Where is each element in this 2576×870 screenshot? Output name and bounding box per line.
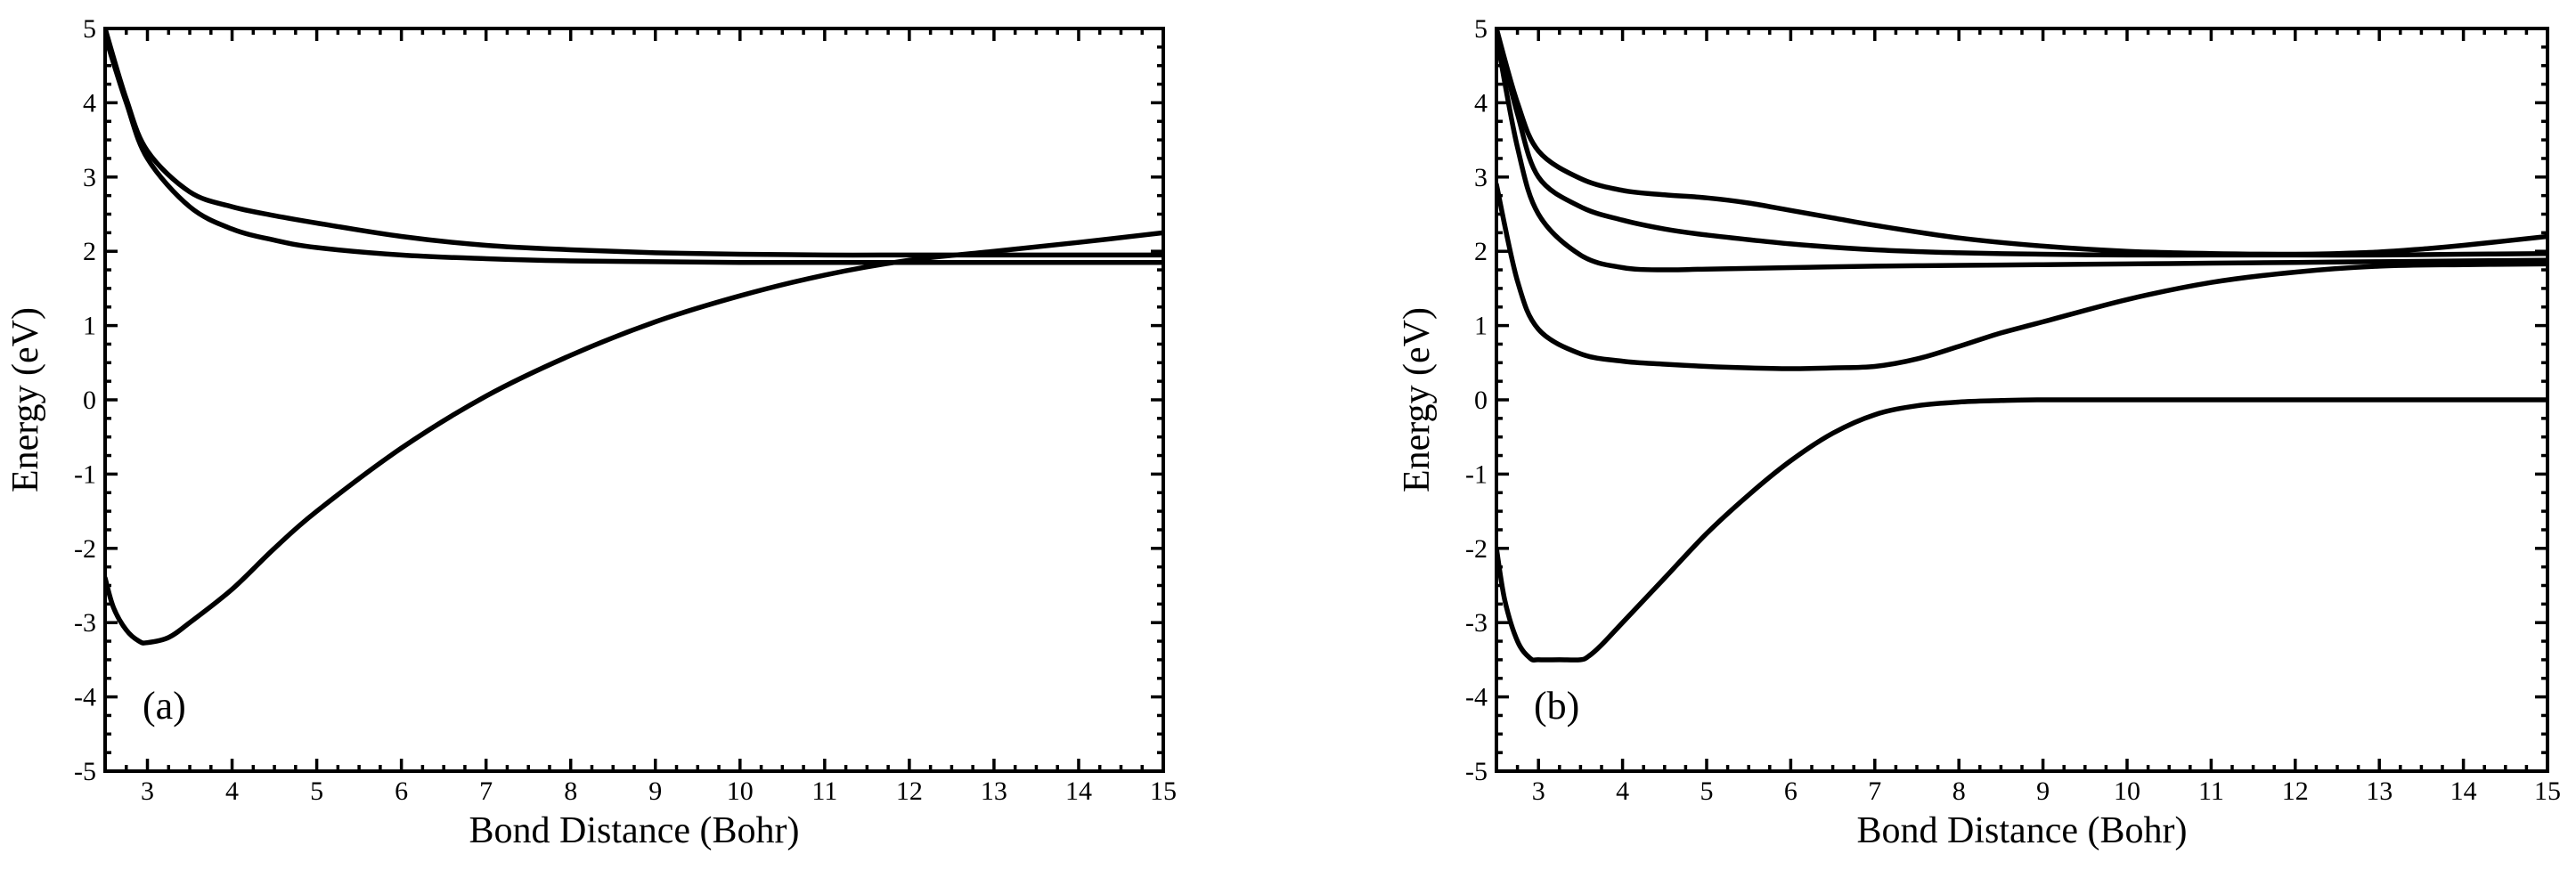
x-tick-label: 11 [811,776,837,806]
x-tick-label: 14 [2450,776,2477,806]
series-line-curve-5 [1496,28,2547,257]
y-axis-label: Energy (eV) [1397,307,1438,492]
x-tick-label: 14 [1065,776,1092,806]
panel-a: 3 4 5 6 7 8 9 10 11 12 13 14 15-5-4-3-2-1012345Bond … [5,14,1177,851]
plot-frame [1495,27,2549,773]
panel-label: (b) [1534,684,1579,728]
x-tick-label: 13 [981,776,1007,806]
series-line-curve-4 [1496,28,2547,258]
series-line-curve-2 [105,33,1163,265]
y-tick-label: -4 [74,683,96,712]
x-tick-label: 6 [1784,776,1797,806]
x-tick-label: 4 [225,776,239,806]
y-tick-label: 0 [1474,386,1488,415]
x-tick-label: 10 [2114,776,2140,806]
series-line-curve-1 [1496,397,2547,663]
y-tick-label: -2 [74,534,96,564]
plot-area [1496,28,2547,663]
plot-frame [103,27,1165,773]
x-tick-label: 7 [1868,776,1881,806]
plot-area [105,28,1163,646]
y-tick-label: 4 [1474,88,1488,118]
y-tick-label: 1 [83,312,96,341]
y-tick-label: -2 [1465,534,1488,564]
x-tick-label: 9 [2036,776,2050,806]
y-tick-label: -1 [1465,459,1488,489]
y-tick-label: -5 [74,757,96,786]
y-tick-label: 2 [1474,237,1488,266]
x-tick-label: 15 [2534,776,2561,806]
y-tick-label: 3 [83,163,96,192]
x-axis-label: Bond Distance (Bohr) [1857,810,2188,851]
x-tick-label: 7 [479,776,493,806]
y-tick-label: -5 [1465,757,1488,786]
x-tick-label: 13 [2366,776,2393,806]
x-tick-label: 9 [648,776,662,806]
y-tick-label: 5 [1474,14,1488,44]
x-tick-label: 8 [1952,776,1966,806]
x-tick-label: 12 [2282,776,2309,806]
y-tick-label: 0 [83,386,96,415]
x-tick-label: 3 [141,776,154,806]
x-tick-label: 12 [896,776,923,806]
x-tick-label: 15 [1150,776,1177,806]
y-tick-label: 1 [1474,312,1488,341]
series-line-curve-3 [105,28,1163,258]
y-tick-label: 2 [83,237,96,266]
x-axis-label: Bond Distance (Bohr) [469,810,800,851]
x-tick-label: 3 [1532,776,1545,806]
y-tick-label: 5 [83,14,96,44]
series-line-curve-3 [1496,33,2547,272]
x-tick-label: 8 [564,776,577,806]
panel-label: (a) [143,684,186,728]
y-tick-label: 3 [1474,163,1488,192]
y-axis-label: Energy (eV) [5,307,46,492]
y-tick-label: -1 [74,459,96,489]
series-line-curve-1 [105,230,1163,646]
y-tick-label: -3 [1465,608,1488,638]
x-tick-label: 4 [1616,776,1629,806]
y-tick-label: 4 [83,88,96,118]
x-tick-label: 5 [310,776,323,806]
y-tick-label: -4 [1465,683,1488,712]
tick-marks [1495,27,2549,773]
y-tick-label: -3 [74,608,96,638]
tick-marks [103,27,1165,773]
series-line-curve-2 [1496,182,2547,371]
x-tick-label: 6 [395,776,408,806]
x-tick-label: 11 [2198,776,2224,806]
panel-b: 3 4 5 6 7 8 9 10 11 12 13 14 15-5-4-3-2-1012345Bond … [1397,14,2561,851]
x-tick-label: 5 [1700,776,1714,806]
x-tick-label: 10 [727,776,754,806]
